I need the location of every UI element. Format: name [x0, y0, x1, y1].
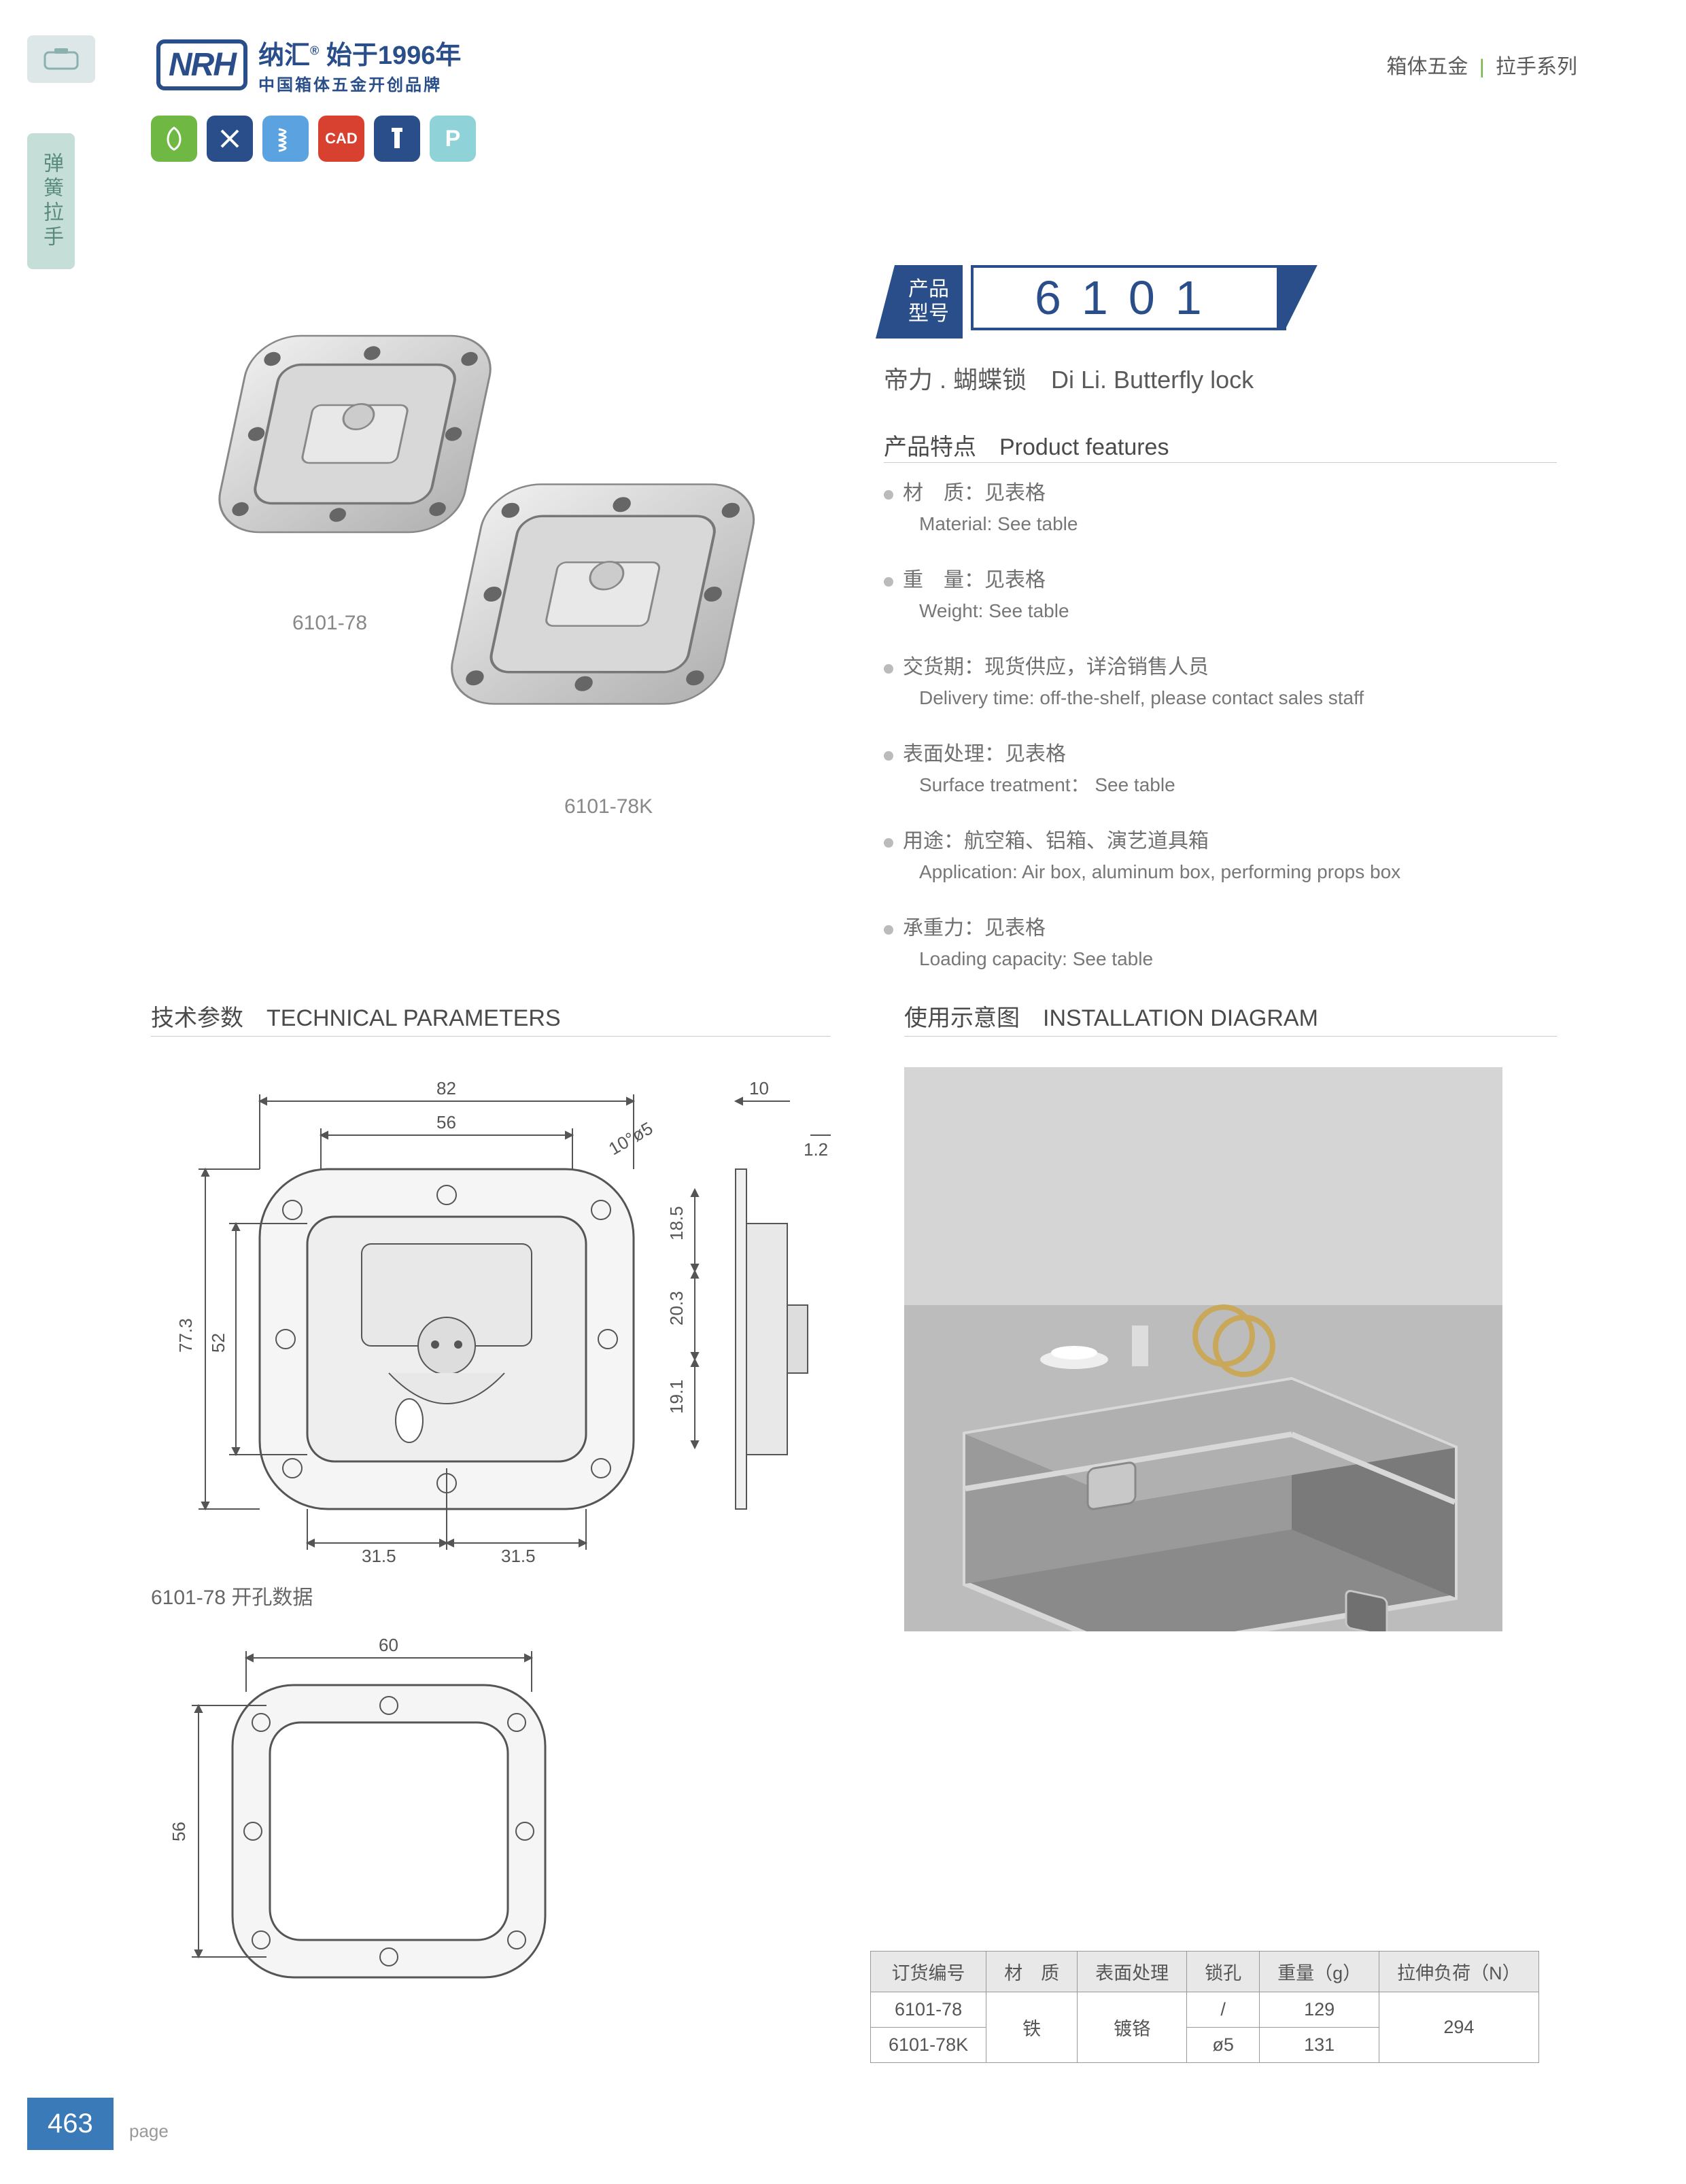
feature-en: Material: See table	[919, 510, 1550, 538]
feature-cn: 用途：航空箱、铝箱、演艺道具箱	[903, 824, 1209, 854]
table-header: 锁孔	[1187, 1952, 1260, 1992]
svg-text:10°ø5: 10°ø5	[605, 1117, 656, 1159]
page-label: page	[129, 2121, 169, 2142]
features-title: 产品特点 Product features	[884, 428, 1169, 462]
side-tab: 弹簧拉手	[27, 133, 75, 269]
table-cell: /	[1187, 1992, 1260, 2028]
installation-photo	[904, 1067, 1502, 1631]
spec-table: 订货编号材 质表面处理锁孔重量（g）拉伸负荷（N） 6101-78铁镀铬/1292…	[870, 1951, 1539, 2063]
table-cell: 129	[1260, 1992, 1379, 2028]
product-subtitle: 帝力 . 蝴蝶锁 Di Li. Butterfly lock	[884, 360, 1254, 396]
brand-cn: 纳汇	[258, 41, 310, 70]
table-header: 重量（g）	[1260, 1952, 1379, 1992]
svg-text:1.2: 1.2	[804, 1139, 828, 1160]
svg-text:52: 52	[208, 1333, 228, 1353]
divider	[904, 1036, 1557, 1037]
brand-sub: 中国箱体五金开创品牌	[258, 71, 461, 95]
svg-text:20.3: 20.3	[666, 1291, 687, 1325]
table-header: 订货编号	[871, 1952, 986, 1992]
feature-en: Loading capacity: See table	[919, 945, 1550, 973]
svg-text:77.3: 77.3	[175, 1318, 196, 1353]
feature-item: 重 量：见表格 Weight: See table	[884, 563, 1550, 625]
feature-item: 表面处理：见表格 Surface treatment： See table	[884, 737, 1550, 799]
header-category: 箱体五金 | 拉手系列	[1387, 50, 1577, 80]
install-diagram-title: 使用示意图 INSTALLATION DIAGRAM	[904, 999, 1318, 1033]
svg-text:82: 82	[436, 1078, 456, 1098]
cutout-caption: 6101-78 开孔数据	[151, 1580, 831, 1610]
svg-text:56: 56	[436, 1112, 456, 1132]
table-header: 表面处理	[1078, 1952, 1187, 1992]
feature-en: Application: Air box, aluminum box, perf…	[919, 858, 1550, 886]
svg-text:31.5: 31.5	[501, 1546, 536, 1563]
table-cell: ø5	[1187, 2028, 1260, 2063]
features-list: 材 质：见表格 Material: See table 重 量：见表格 Weight:…	[884, 476, 1550, 998]
table-cell: 6101-78K	[871, 2028, 986, 2063]
feature-cn: 承重力：见表格	[903, 911, 1046, 941]
table-cell: 294	[1379, 1992, 1539, 2063]
feature-cn: 材 质：见表格	[903, 476, 1046, 506]
feature-en: Surface treatment： See table	[919, 771, 1550, 799]
feature-en: Weight: See table	[919, 597, 1550, 625]
feature-badge	[207, 116, 253, 162]
category-a: 箱体五金	[1387, 56, 1468, 78]
badge-row: CAD P	[151, 116, 476, 162]
table-cell: 铁	[986, 1992, 1078, 2063]
page-number: 463	[27, 2098, 114, 2150]
svg-text:18.5: 18.5	[666, 1206, 687, 1241]
svg-text:10: 10	[749, 1078, 769, 1098]
svg-text:56: 56	[169, 1822, 189, 1841]
svg-text:60: 60	[379, 1635, 398, 1655]
product-image-block: 6101-78 6101-78K	[184, 279, 795, 843]
feature-item: 用途：航空箱、铝箱、演艺道具箱 Application: Air box, alu…	[884, 824, 1550, 886]
page-header: NRH 纳汇® 始于1996年 中国箱体五金开创品牌 箱体五金 | 拉手系列	[156, 34, 1577, 95]
feature-badge: P	[430, 116, 476, 162]
product-image-2	[442, 455, 782, 768]
svg-text:31.5: 31.5	[362, 1546, 396, 1563]
model-number: 6101	[971, 265, 1286, 330]
corner-badge	[27, 35, 95, 83]
table-cell: 6101-78	[871, 1992, 986, 2028]
logo-block: NRH 纳汇® 始于1996年 中国箱体五金开创品牌	[156, 34, 461, 95]
table-header: 拉伸负荷（N）	[1379, 1952, 1539, 1992]
feature-badge	[151, 116, 197, 162]
category-b: 拉手系列	[1496, 56, 1577, 78]
divider	[151, 1036, 831, 1037]
technical-diagram: 82 56 77.3 52	[151, 1067, 831, 2015]
table-cell: 131	[1260, 2028, 1379, 2063]
table-cell: 镀铬	[1078, 1992, 1187, 2063]
feature-badge	[262, 116, 309, 162]
svg-text:19.1: 19.1	[666, 1379, 687, 1414]
feature-en: Delivery time: off-the-shelf, please con…	[919, 684, 1550, 712]
feature-badge: CAD	[318, 116, 364, 162]
feature-cn: 重 量：见表格	[903, 563, 1046, 593]
table-header: 材 质	[986, 1952, 1078, 1992]
side-tab-label: 弹簧拉手	[37, 152, 65, 250]
feature-item: 交货期：现货供应，详洽销售人员 Delivery time: off-the-sh…	[884, 650, 1550, 712]
image-label-2: 6101-78K	[564, 795, 653, 818]
feature-cn: 表面处理：见表格	[903, 737, 1066, 767]
feature-cn: 交货期：现货供应，详洽销售人员	[903, 650, 1209, 680]
model-block: 产品 型号 6101	[895, 265, 1286, 339]
feature-badge	[374, 116, 420, 162]
model-label: 产品 型号	[895, 265, 963, 339]
brand-since: 始于1996年	[326, 41, 462, 70]
image-label-1: 6101-78	[292, 612, 367, 635]
tech-params-title: 技术参数 TECHNICAL PARAMETERS	[151, 999, 561, 1033]
feature-item: 材 质：见表格 Material: See table	[884, 476, 1550, 538]
feature-item: 承重力：见表格 Loading capacity: See table	[884, 911, 1550, 973]
divider	[884, 462, 1557, 463]
logo-mark: NRH	[156, 39, 247, 90]
